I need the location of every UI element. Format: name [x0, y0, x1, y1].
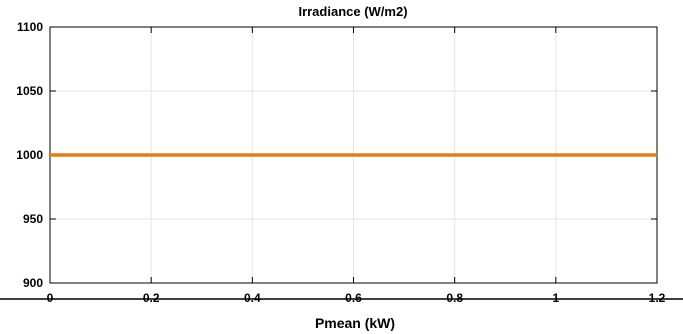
x-tick-label: 0.8	[446, 291, 463, 305]
y-tick-labels: 900 950 1000 1050 1100	[16, 20, 43, 290]
x-tick-labels: 0 0.2 0.4 0.6 0.8 1 1.2	[47, 291, 666, 305]
y-tick-label: 1100	[17, 20, 43, 34]
x-tick-label: 0	[47, 291, 54, 305]
y-tick-label: 1050	[16, 84, 43, 98]
y-tick-label: 900	[23, 276, 43, 290]
x-axis-label: Pmean (kW)	[315, 315, 395, 331]
x-tick-label: 0.2	[143, 291, 160, 305]
x-tick-label: 0.6	[345, 291, 362, 305]
chart-title: Irradiance (W/m2)	[298, 4, 407, 19]
y-tick-label: 1000	[16, 148, 43, 162]
x-tick-label: 1	[552, 291, 559, 305]
x-tick-label: 1.2	[649, 291, 666, 305]
y-tick-label: 950	[23, 212, 43, 226]
x-tick-label: 0.4	[244, 291, 261, 305]
